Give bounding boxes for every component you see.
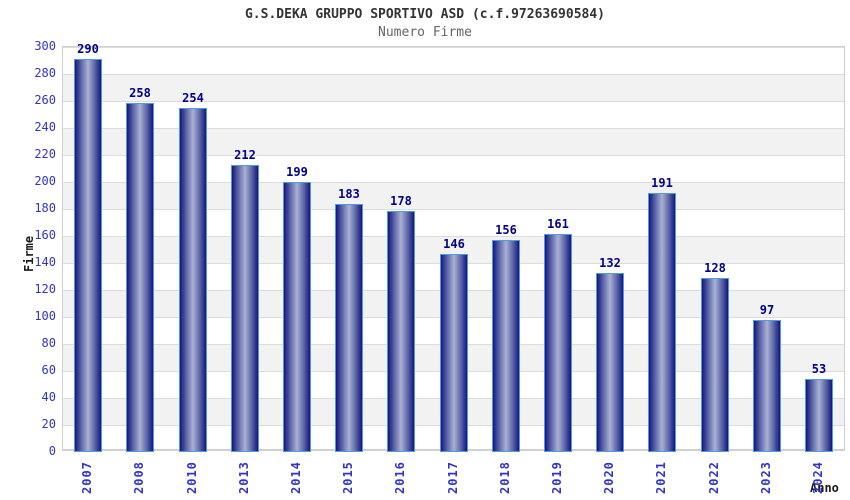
bar-value-label: 258: [129, 86, 151, 100]
y-tick-label: 220: [34, 147, 56, 161]
y-tick-label: 140: [34, 255, 56, 269]
x-tick-label: 2021: [654, 461, 668, 494]
bar: [387, 211, 415, 452]
y-tick-label: 20: [41, 417, 56, 431]
bar: [440, 254, 468, 452]
bar-value-label: 290: [77, 42, 99, 56]
x-tick-label: 2010: [185, 461, 199, 494]
bar: [753, 320, 781, 452]
y-tick-label: 0: [48, 444, 56, 458]
x-axis-title: Anno: [810, 481, 839, 495]
bar-value-label: 199: [286, 165, 308, 179]
x-tick-label: 2015: [341, 461, 355, 494]
bar-value-label: 191: [651, 176, 673, 190]
bar-value-label: 178: [390, 194, 412, 208]
bar: [596, 273, 624, 452]
bar: [231, 165, 259, 452]
y-tick-label: 200: [34, 174, 56, 188]
bar: [74, 59, 102, 452]
bar: [701, 278, 729, 452]
x-tick-label: 2022: [707, 461, 721, 494]
bar-value-label: 146: [443, 237, 465, 251]
y-tick-label: 100: [34, 309, 56, 323]
y-tick-label: 60: [41, 363, 56, 377]
y-tick-label: 80: [41, 336, 56, 350]
bar: [544, 234, 572, 452]
x-tick-label: 2007: [80, 461, 94, 494]
y-tick-label: 120: [34, 282, 56, 296]
bar: [126, 103, 154, 452]
x-tick-label: 2013: [237, 461, 251, 494]
bar-value-label: 156: [495, 223, 517, 237]
y-tick-label: 300: [34, 39, 56, 53]
bar-value-label: 212: [234, 148, 256, 162]
bar-value-label: 97: [759, 303, 775, 317]
bar: [179, 108, 207, 452]
bar: [283, 182, 311, 452]
y-tick-label: 280: [34, 66, 56, 80]
y-tick-label: 180: [34, 201, 56, 215]
bar: [648, 193, 676, 452]
x-tick-label: 2018: [498, 461, 512, 494]
x-tick-label: 2016: [393, 461, 407, 494]
bar: [492, 240, 520, 452]
bar-value-label: 132: [599, 256, 621, 270]
bar-value-label: 161: [547, 217, 569, 231]
chart-title: G.S.DEKA GRUPPO SPORTIVO ASD (c.f.972636…: [244, 7, 606, 22]
x-tick-label: 2014: [289, 461, 303, 494]
y-tick-label: 240: [34, 120, 56, 134]
x-tick-label: 2020: [602, 461, 616, 494]
bar-value-label: 254: [182, 91, 204, 105]
bar: [805, 379, 833, 452]
y-tick-label: 260: [34, 93, 56, 107]
y-tick-label: 40: [41, 390, 56, 404]
bar-value-label: 53: [811, 362, 827, 376]
y-tick-label: 160: [34, 228, 56, 242]
bar-value-label: 128: [704, 261, 726, 275]
bar-value-label: 183: [338, 187, 360, 201]
chart-subtitle: Numero Firme: [378, 25, 472, 40]
x-tick-label: 2017: [446, 461, 460, 494]
x-tick-label: 2024: [811, 461, 825, 494]
x-tick-label: 2023: [759, 461, 773, 494]
x-tick-label: 2019: [550, 461, 564, 494]
x-tick-label: 2008: [132, 461, 146, 494]
bar: [335, 204, 363, 452]
